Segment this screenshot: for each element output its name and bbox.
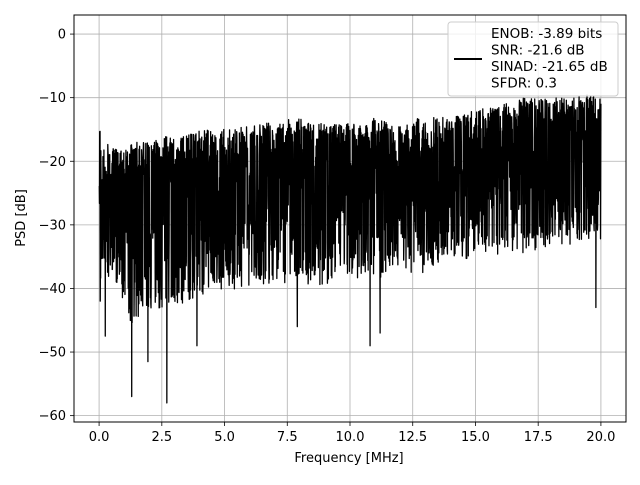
y-tick-label: −40 <box>39 282 66 297</box>
x-axis-ticks: 0.0 2.5 5.0 7.5 10.0 12.5 15.0 17.5 20.0 <box>89 422 615 445</box>
y-tick-label: −20 <box>39 155 66 170</box>
x-tick-label: 2.5 <box>151 430 172 445</box>
legend-box <box>447 21 619 97</box>
x-tick-label: 7.5 <box>277 430 298 445</box>
legend-label-line: ENOB: -3.89 bits <box>491 26 602 42</box>
x-tick-label: 17.5 <box>524 430 553 445</box>
y-tick-label: −10 <box>39 91 66 106</box>
psd-series-line <box>98 94 602 404</box>
x-tick-label: 0.0 <box>89 430 110 445</box>
y-tick-label: −60 <box>39 409 66 424</box>
x-tick-label: 15.0 <box>461 430 490 445</box>
legend-label-line: SNR: -21.6 dB <box>491 43 585 59</box>
x-axis-title: Frequency [MHz] <box>294 451 403 466</box>
x-tick-label: 10.0 <box>336 430 365 445</box>
series-layer <box>98 94 602 404</box>
y-tick-label: 0 <box>58 28 66 43</box>
legend: ENOB: -3.89 bits SNR: -21.6 dB SINAD: -21.… <box>447 21 619 97</box>
legend-label-line: SINAD: -21.65 dB <box>491 59 608 75</box>
y-tick-label: −30 <box>39 218 66 233</box>
y-axis-ticks: 0 −10 −20 −30 −40 −50 −60 <box>39 28 74 424</box>
x-tick-label: 20.0 <box>586 430 615 445</box>
legend-label: ENOB: -3.89 bits SNR: -21.6 dB SINAD: -21.… <box>491 26 608 92</box>
legend-label-line: SFDR: 0.3 <box>491 76 557 92</box>
y-tick-label: −50 <box>39 346 66 361</box>
y-axis-title: PSD [dB] <box>14 189 29 247</box>
x-tick-label: 12.5 <box>398 430 427 445</box>
x-tick-label: 5.0 <box>214 430 235 445</box>
